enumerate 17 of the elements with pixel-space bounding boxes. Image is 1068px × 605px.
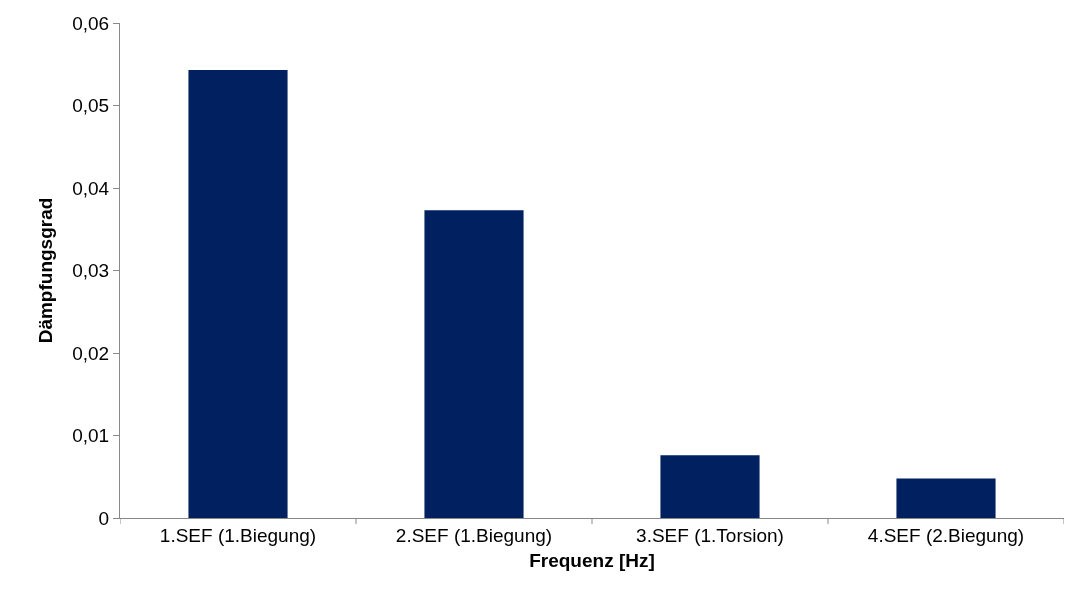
x-tick-label: 3.SEF (1.Torsion) <box>636 524 784 546</box>
y-tick-label: 0 <box>98 507 110 529</box>
y-tick-label: 0,02 <box>72 342 110 364</box>
y-tick-label: 0,05 <box>72 95 110 117</box>
bar <box>896 478 996 518</box>
x-axis-title: Frequenz [Hz] <box>529 549 655 571</box>
x-tick-label: 1.SEF (1.Biegung) <box>159 524 317 546</box>
y-tick-label: 0,04 <box>72 177 110 199</box>
y-tick-label: 0,03 <box>72 260 110 282</box>
x-tick-label: 2.SEF (1.Biegung) <box>395 524 553 546</box>
bar <box>660 455 760 518</box>
bar <box>188 70 288 518</box>
bar <box>424 210 524 518</box>
x-tick-label: 4.SEF (2.Biegung) <box>867 524 1025 546</box>
y-axis-title: Dämpfungsgrad <box>35 197 57 344</box>
y-tick-label: 0,06 <box>72 12 110 34</box>
y-tick-label: 0,01 <box>72 425 110 447</box>
